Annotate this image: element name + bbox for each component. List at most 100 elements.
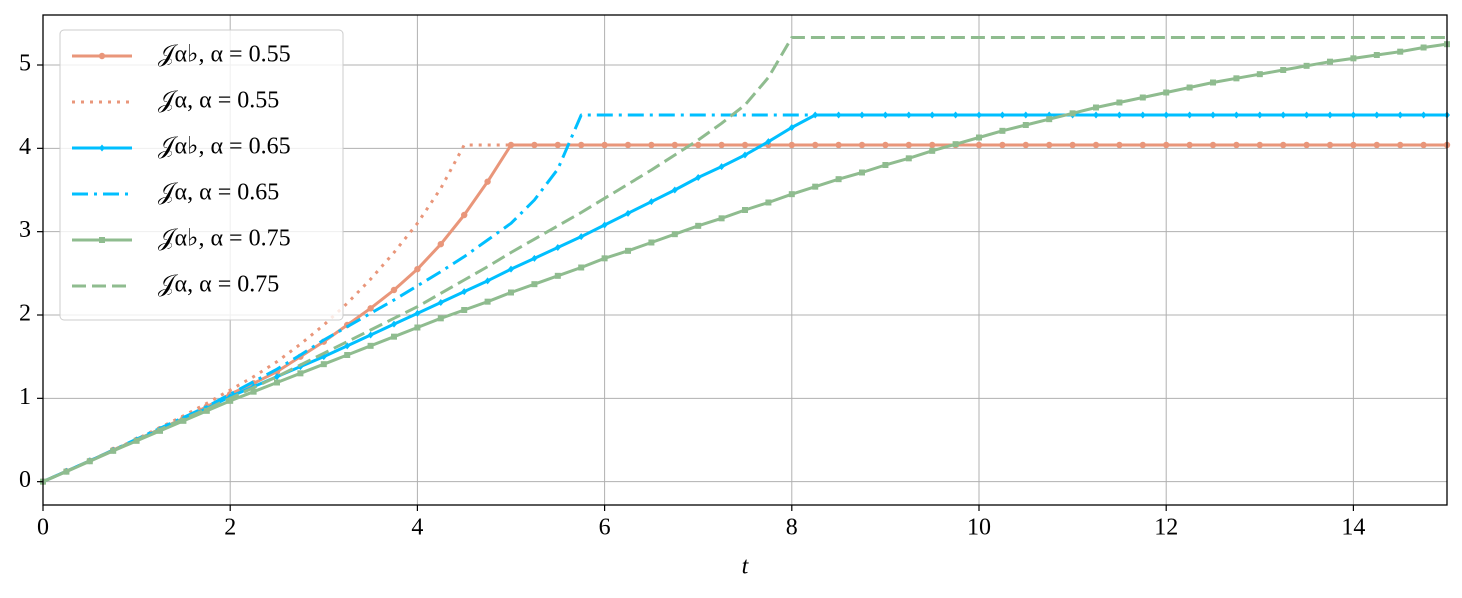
x-tick-label: 6 — [599, 515, 611, 541]
marker — [671, 231, 678, 238]
marker — [952, 111, 959, 119]
marker — [1046, 141, 1053, 149]
marker — [508, 265, 514, 273]
series-line — [42, 143, 1447, 484]
marker — [625, 247, 631, 254]
marker — [367, 342, 374, 349]
legend-label: 𝒥α♭, α = 0.65 — [158, 134, 291, 160]
marker — [180, 417, 187, 424]
marker — [812, 141, 819, 149]
marker — [952, 141, 959, 148]
marker — [858, 141, 866, 149]
y-tick-label: 4 — [19, 134, 31, 160]
marker — [1022, 141, 1029, 149]
marker — [1397, 111, 1404, 119]
marker — [1280, 141, 1287, 149]
legend-label: 𝒥α, α = 0.75 — [158, 272, 279, 298]
x-tick-label: 14 — [1341, 515, 1365, 541]
marker — [437, 315, 444, 322]
marker — [1022, 122, 1029, 128]
marker — [391, 333, 397, 340]
marker — [859, 111, 865, 119]
marker — [1420, 141, 1427, 149]
marker — [976, 134, 982, 141]
marker — [250, 388, 257, 395]
marker — [1326, 141, 1334, 149]
marker — [718, 215, 725, 222]
marker — [1139, 111, 1146, 119]
y-tick-label: 0 — [19, 467, 31, 493]
marker — [98, 52, 106, 60]
marker — [344, 352, 351, 358]
marker — [578, 264, 585, 271]
marker — [484, 178, 491, 185]
marker — [648, 239, 655, 246]
marker — [625, 209, 631, 217]
marker — [1116, 111, 1123, 119]
marker — [554, 272, 561, 279]
y-tick-label: 1 — [19, 384, 31, 410]
marker — [274, 379, 280, 386]
marker — [1139, 141, 1147, 149]
marker — [437, 299, 444, 306]
x-axis-label: t — [742, 554, 750, 580]
legend-label: 𝒥α, α = 0.55 — [158, 88, 279, 114]
marker — [507, 141, 515, 149]
marker — [671, 141, 678, 149]
marker — [531, 254, 538, 262]
marker — [99, 144, 105, 152]
marker — [227, 397, 234, 404]
marker — [461, 211, 468, 219]
marker — [765, 138, 772, 146]
marker — [1163, 141, 1170, 149]
marker — [1069, 110, 1076, 117]
marker — [414, 265, 421, 273]
marker — [601, 221, 608, 229]
marker — [929, 111, 936, 119]
marker — [1373, 52, 1380, 58]
marker — [1303, 62, 1310, 69]
y-tick-label: 3 — [19, 217, 31, 243]
marker — [1256, 71, 1263, 78]
marker — [1420, 44, 1427, 51]
marker — [203, 407, 210, 414]
marker — [1210, 111, 1216, 119]
marker — [1373, 141, 1381, 149]
x-tick-label: 10 — [967, 515, 991, 541]
legend-label: 𝒥α♭, α = 0.55 — [158, 42, 291, 68]
marker — [788, 124, 795, 131]
marker — [554, 141, 561, 149]
marker — [695, 141, 702, 149]
marker — [1093, 104, 1099, 111]
legend-label: 𝒥α♭, α = 0.75 — [158, 226, 291, 252]
marker — [414, 324, 421, 331]
marker — [601, 255, 608, 262]
marker — [110, 447, 117, 454]
marker — [1186, 141, 1193, 149]
marker — [905, 141, 912, 149]
marker — [1327, 111, 1333, 119]
marker — [929, 141, 936, 149]
marker — [999, 127, 1006, 134]
marker — [367, 331, 374, 339]
legend: 𝒥α♭, α = 0.55 𝒥α, α = 0.55 𝒥α♭, α = 0.65 𝒥α… — [59, 29, 344, 321]
axes-frame — [42, 14, 1448, 506]
marker — [414, 309, 421, 317]
marker — [742, 207, 748, 213]
marker — [718, 141, 725, 149]
marker — [1256, 141, 1264, 149]
y-tick-label: 5 — [19, 51, 31, 77]
marker — [1350, 55, 1357, 62]
marker — [741, 141, 749, 149]
marker — [929, 147, 936, 154]
marker — [788, 141, 795, 149]
marker — [1139, 94, 1146, 101]
marker — [882, 162, 889, 168]
plot-area — [39, 36, 1451, 486]
marker — [1092, 141, 1100, 149]
marker — [1163, 89, 1170, 96]
marker — [1233, 75, 1240, 82]
legend-box — [59, 29, 344, 321]
x-tick-label: 2 — [224, 515, 236, 541]
